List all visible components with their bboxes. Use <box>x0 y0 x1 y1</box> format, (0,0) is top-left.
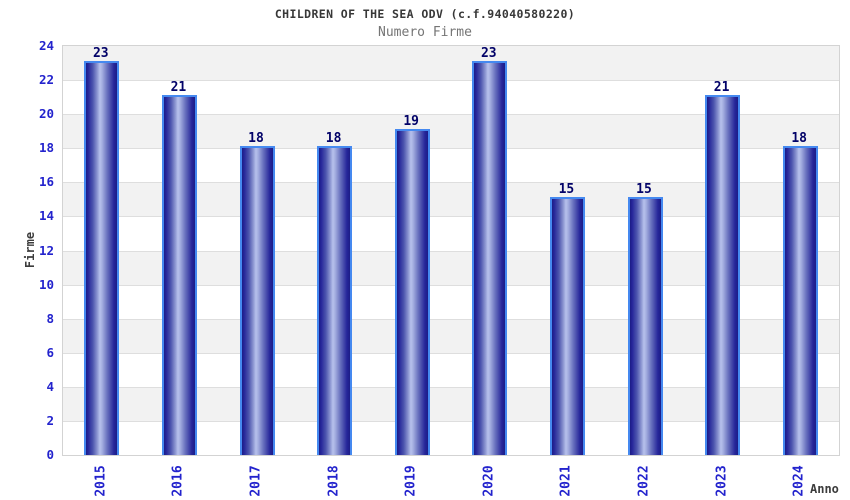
x-tick-label: 2017 <box>248 465 264 497</box>
x-tick-label: 2020 <box>481 465 497 497</box>
bar-2015 <box>84 61 120 455</box>
bar-value-label: 18 <box>791 131 808 147</box>
x-tick-label: 2019 <box>403 465 419 497</box>
bar-value-label: 23 <box>480 46 497 62</box>
y-tick-label: 10 <box>38 276 54 292</box>
x-tick-label: 2021 <box>558 465 574 497</box>
y-tick-label: 2 <box>46 412 54 428</box>
bar-value-label: 15 <box>636 182 652 198</box>
x-tick-label: 2018 <box>326 465 342 497</box>
bar-2024 <box>782 146 818 455</box>
bar-2018 <box>317 146 353 455</box>
bar-2020 <box>472 61 508 455</box>
y-tick-label: 18 <box>38 140 54 156</box>
bar-2019 <box>394 129 430 455</box>
x-tick-label: 2024 <box>791 465 807 497</box>
y-tick-label: 0 <box>46 447 54 462</box>
bar-value-label: 21 <box>170 80 187 96</box>
y-tick-label: 14 <box>38 208 54 224</box>
x-tick-label: 2022 <box>636 465 652 497</box>
y-tick-label: 4 <box>46 378 54 394</box>
bar-value-label: 15 <box>558 182 575 198</box>
x-tick-label: 2015 <box>93 465 109 497</box>
gridline <box>63 216 839 218</box>
bar-value-label: 19 <box>403 114 420 130</box>
gridline <box>63 420 839 422</box>
plot-area <box>62 45 840 456</box>
chart-title: CHILDREN OF THE SEA ODV (c.f.94040580220… <box>274 7 576 21</box>
gridline <box>63 250 839 252</box>
gridline <box>63 386 839 388</box>
y-tick-label: 12 <box>38 242 54 258</box>
bar-2021 <box>549 197 585 455</box>
bar-2017 <box>239 146 275 455</box>
x-axis-title: Anno <box>810 482 839 496</box>
gridline <box>63 284 839 286</box>
bar-2016 <box>161 95 197 455</box>
gridline <box>63 80 839 82</box>
bar-value-label: 21 <box>713 80 730 96</box>
bar-value-label: 18 <box>325 131 342 147</box>
y-tick-label: 8 <box>46 310 54 326</box>
bar-value-label: 18 <box>248 131 264 147</box>
bar-2022 <box>627 197 663 455</box>
y-tick-label: 20 <box>38 106 54 122</box>
gridline <box>63 318 839 320</box>
x-tick-label: 2016 <box>170 465 186 497</box>
plot-band <box>63 46 839 81</box>
bar-value-label: 23 <box>92 46 109 62</box>
y-tick-label: 16 <box>38 174 54 190</box>
gridline <box>63 182 839 184</box>
bar-2023 <box>705 95 741 455</box>
gridline <box>63 148 839 150</box>
y-tick-label: 24 <box>38 38 54 53</box>
chart-subtitle: Numero Firme <box>378 25 472 40</box>
x-tick-label: 2023 <box>714 465 730 497</box>
gridline <box>63 114 839 116</box>
y-tick-label: 6 <box>46 344 54 360</box>
gridline <box>63 352 839 354</box>
y-tick-label: 22 <box>38 72 54 88</box>
